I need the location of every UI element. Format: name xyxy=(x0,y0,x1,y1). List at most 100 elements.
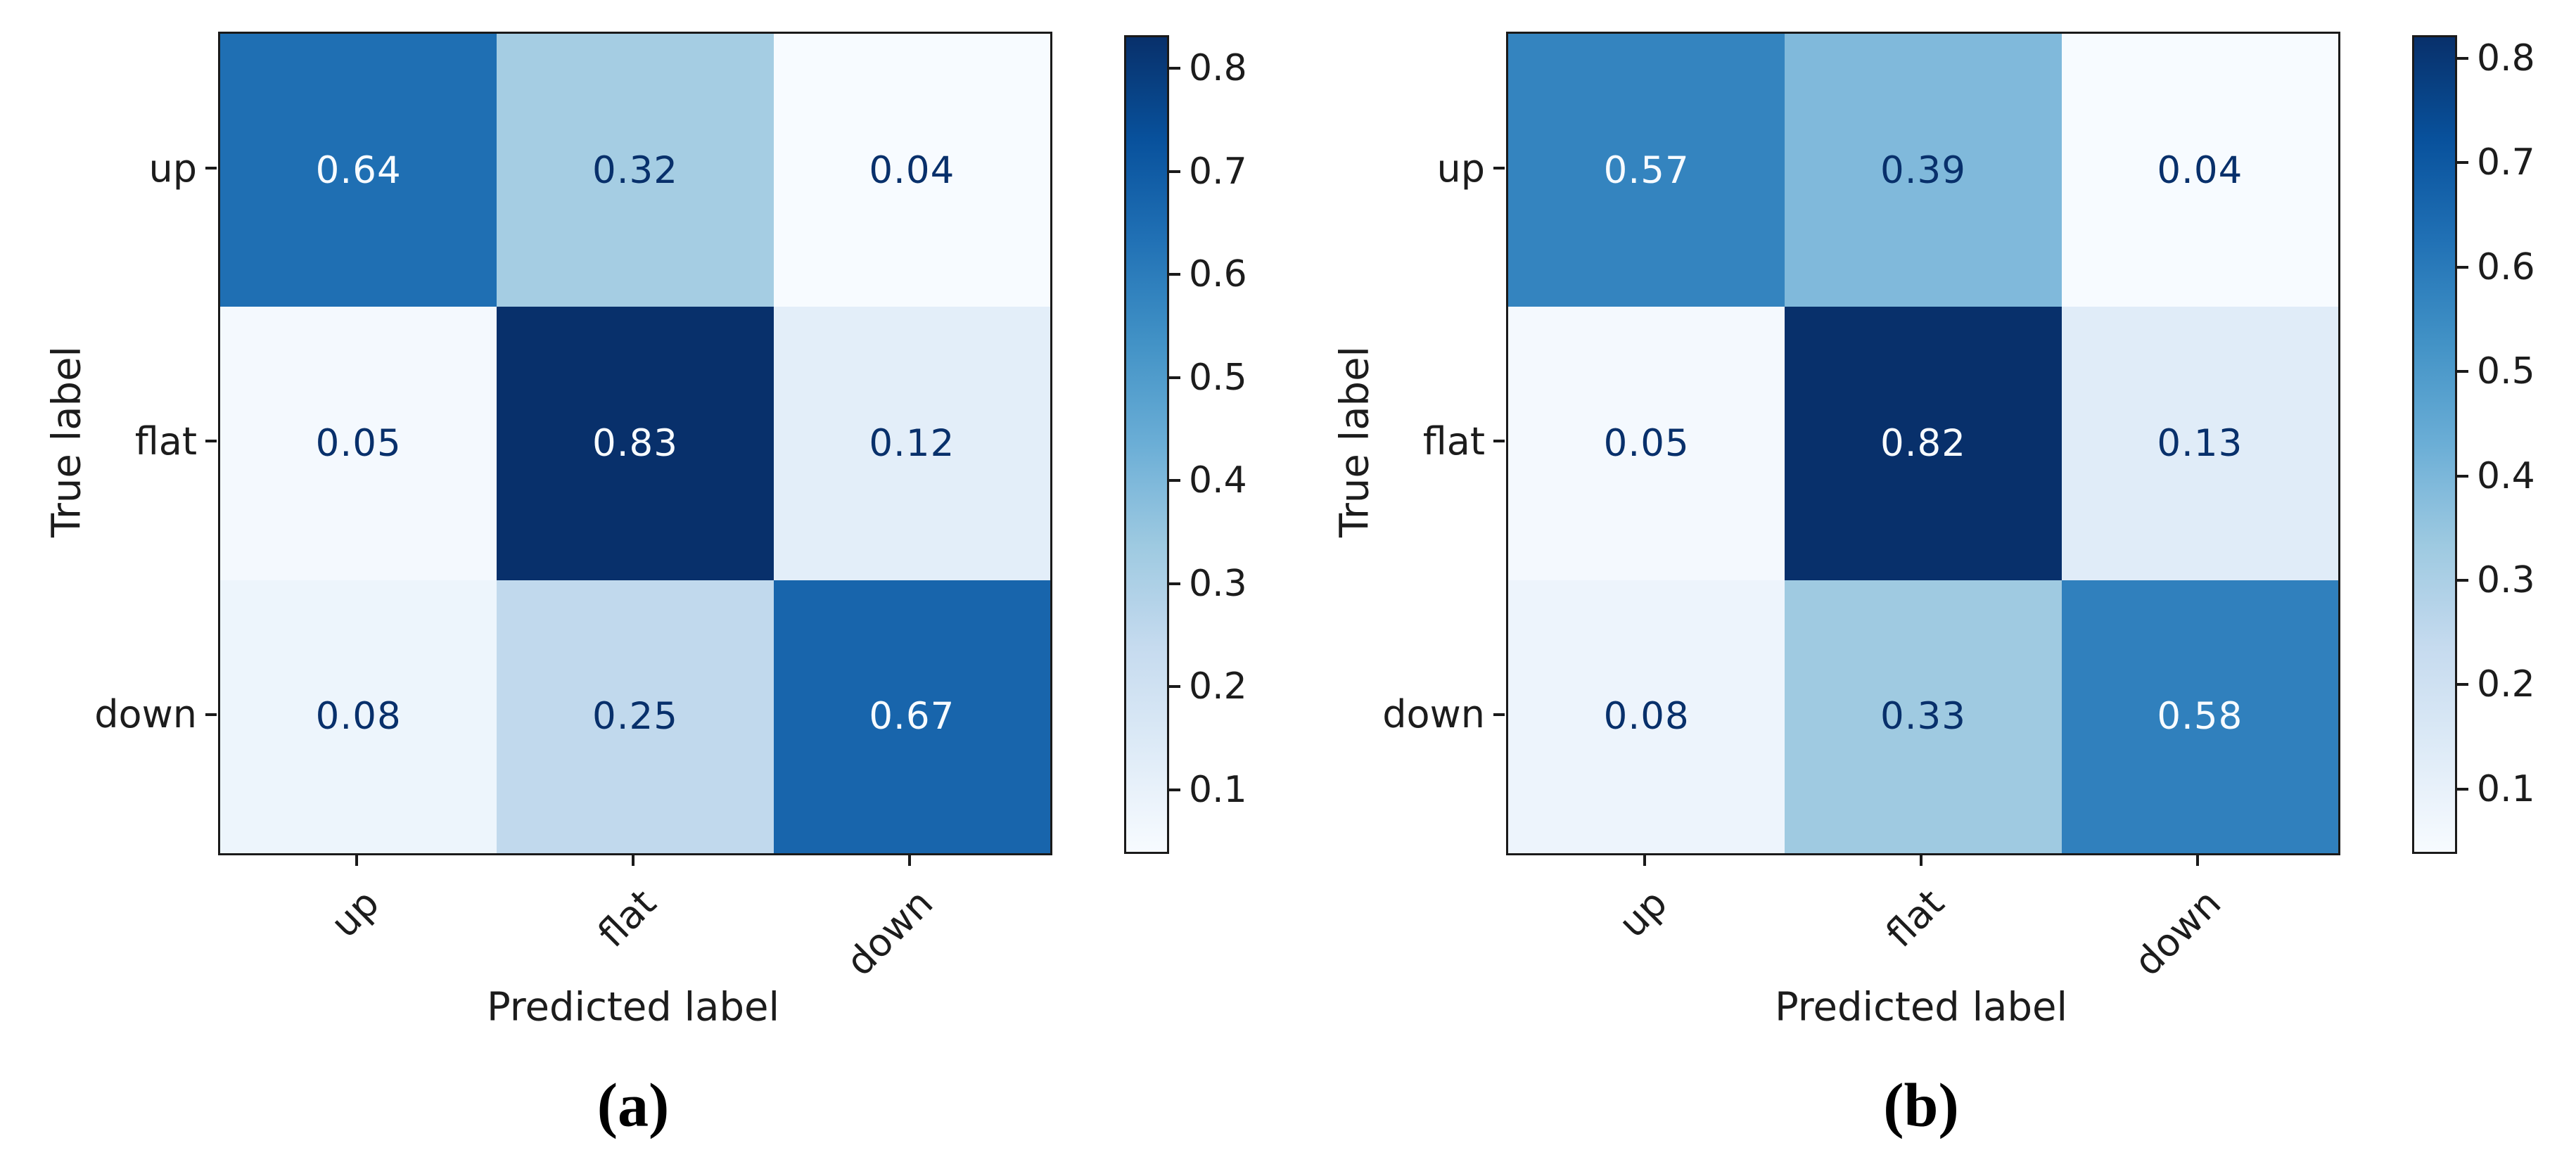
colorbar-tick-label: 0.7 xyxy=(2477,141,2535,184)
y-tick-labels: up flat down xyxy=(1288,32,1505,851)
matrix-cell: 0.32 xyxy=(497,34,774,307)
cell-value: 0.04 xyxy=(869,148,955,192)
colorbar-tick-label: 0.3 xyxy=(1189,562,1247,605)
tick-mark xyxy=(1169,788,1180,792)
tick-mark xyxy=(1493,440,1505,443)
tick-mark xyxy=(2196,853,2200,866)
tick-mark xyxy=(1493,713,1505,716)
colorbar-tick-label: 0.8 xyxy=(2477,37,2535,79)
tick-mark xyxy=(205,713,217,716)
colorbar-tick-label: 0.2 xyxy=(1189,665,1247,708)
tick-mark xyxy=(2457,787,2468,791)
tick-mark xyxy=(2457,474,2468,478)
colorbar-tick-label: 0.1 xyxy=(2477,767,2535,810)
tick-mark xyxy=(355,853,358,866)
cell-value: 0.04 xyxy=(2157,148,2243,192)
colorbar-tick-label: 0.8 xyxy=(1189,46,1247,89)
x-axis-label: Predicted label xyxy=(486,984,780,1030)
tick-mark xyxy=(2457,161,2468,165)
matrix-cell: 0.05 xyxy=(220,307,497,580)
x-axis-label: Predicted label xyxy=(1774,984,2068,1030)
cell-value: 0.39 xyxy=(1880,148,1966,192)
heatmap-matrix-a: 0.64 0.32 0.04 0.05 0.83 0.12 0.08 0.25 0.67 xyxy=(218,32,1052,855)
colorbar xyxy=(1124,35,1169,854)
matrix-cell: 0.58 xyxy=(2061,580,2338,853)
tick-mark xyxy=(2457,265,2468,269)
colorbar-tick-labels: 0.1 0.2 0.3 0.4 0.5 0.6 0.7 0.8 xyxy=(2457,37,2576,852)
colorbar-tick-label: 0.1 xyxy=(1189,769,1247,812)
y-tick-label: down xyxy=(94,692,197,737)
y-tick: down xyxy=(1288,578,1505,851)
cell-value: 0.08 xyxy=(315,695,402,739)
tick-mark xyxy=(2457,579,2468,582)
tick-mark xyxy=(2457,56,2468,60)
y-tick-label: up xyxy=(1436,146,1485,191)
cell-value: 0.83 xyxy=(592,421,678,465)
colorbar-tick-label: 0.6 xyxy=(1189,253,1247,296)
y-tick-label: up xyxy=(148,146,197,191)
x-tick-label: down xyxy=(837,881,941,985)
y-tick: up xyxy=(1288,32,1505,305)
colorbar-tick-label: 0.5 xyxy=(2477,350,2535,393)
cell-value: 0.32 xyxy=(592,148,678,192)
x-tick-label: down xyxy=(2125,881,2229,985)
matrix-cell: 0.08 xyxy=(1508,580,1785,853)
cell-value: 0.12 xyxy=(869,421,955,465)
y-tick-label: down xyxy=(1382,692,1485,737)
matrix-cell: 0.64 xyxy=(220,34,497,307)
y-tick-label: flat xyxy=(1422,419,1485,464)
x-tick-labels: up flat down xyxy=(1506,881,2336,993)
tick-mark xyxy=(2457,683,2468,687)
tick-mark xyxy=(205,167,217,170)
cell-value: 0.58 xyxy=(2157,695,2243,739)
matrix-cell: 0.13 xyxy=(2061,307,2338,580)
cell-value: 0.82 xyxy=(1880,421,1966,465)
matrix-cell: 0.25 xyxy=(497,580,774,853)
cell-value: 0.64 xyxy=(315,148,402,192)
x-tick-label: flat xyxy=(1877,881,1953,956)
matrix-cell: 0.82 xyxy=(1785,307,2062,580)
x-tick-label: flat xyxy=(589,881,665,956)
cell-value: 0.33 xyxy=(1880,695,1966,739)
cell-value: 0.05 xyxy=(1603,421,1690,465)
tick-mark xyxy=(1169,376,1180,379)
tick-mark xyxy=(1169,170,1180,173)
y-tick: up xyxy=(0,32,217,305)
cell-value: 0.13 xyxy=(2157,421,2243,465)
y-tick-label: flat xyxy=(134,419,197,464)
colorbar-tick-label: 0.5 xyxy=(1189,356,1247,399)
x-tick-label: up xyxy=(1610,881,1676,946)
matrix-cell: 0.08 xyxy=(220,580,497,853)
cell-value: 0.67 xyxy=(869,695,955,739)
tick-mark xyxy=(205,440,217,443)
colorbar-tick-label: 0.4 xyxy=(2477,454,2535,497)
matrix-cell: 0.67 xyxy=(773,580,1050,853)
matrix-cell: 0.83 xyxy=(497,307,774,580)
tick-mark xyxy=(2457,370,2468,374)
x-tick-label: up xyxy=(322,881,388,946)
cell-value: 0.08 xyxy=(1603,695,1690,739)
matrix-cell: 0.39 xyxy=(1785,34,2062,307)
tick-mark xyxy=(1169,582,1180,585)
matrix-cell: 0.12 xyxy=(773,307,1050,580)
matrix-cell: 0.04 xyxy=(773,34,1050,307)
cell-value: 0.05 xyxy=(315,421,402,465)
tick-mark xyxy=(1169,479,1180,483)
colorbar-tick-label: 0.6 xyxy=(2477,245,2535,288)
tick-mark xyxy=(1169,273,1180,276)
colorbar xyxy=(2412,35,2457,854)
matrix-cell: 0.57 xyxy=(1508,34,1785,307)
x-tick-labels: up flat down xyxy=(218,881,1048,993)
y-tick: flat xyxy=(1288,305,1505,577)
cell-value: 0.57 xyxy=(1603,148,1690,192)
colorbar-tick-label: 0.3 xyxy=(2477,559,2535,601)
tick-mark xyxy=(1169,66,1180,70)
matrix-cell: 0.33 xyxy=(1785,580,2062,853)
colorbar-tick-labels: 0.1 0.2 0.3 0.4 0.5 0.6 0.7 0.8 xyxy=(1169,37,1288,852)
heatmap-matrix-b: 0.57 0.39 0.04 0.05 0.82 0.13 0.08 0.33 0.58 xyxy=(1506,32,2340,855)
x-tick-marks xyxy=(218,853,1048,867)
matrix-cell: 0.04 xyxy=(2061,34,2338,307)
y-tick-labels: up flat down xyxy=(0,32,217,851)
colorbar-tick-label: 0.4 xyxy=(1189,459,1247,502)
